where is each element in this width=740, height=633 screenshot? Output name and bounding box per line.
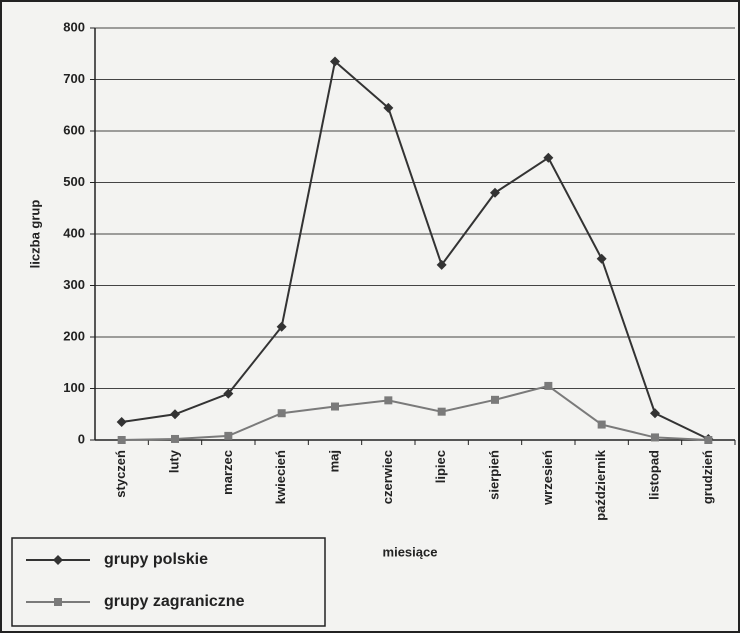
y-tick-label: 100 xyxy=(63,380,85,395)
point xyxy=(116,416,127,427)
y-tick-label: 600 xyxy=(63,122,85,137)
point xyxy=(276,321,287,332)
y-tick-label: 200 xyxy=(63,328,85,343)
point xyxy=(330,56,340,67)
series-line xyxy=(121,59,709,440)
point xyxy=(170,409,180,420)
point xyxy=(437,407,446,416)
x-tick-label: marzec xyxy=(220,450,235,495)
x-tick-label: sierpień xyxy=(486,450,501,500)
x-tick-label: styczeń xyxy=(113,450,128,498)
y-tick-label: 800 xyxy=(63,19,85,34)
point xyxy=(544,381,553,390)
x-tick-label: październik xyxy=(593,449,608,521)
x-tick-label: luty xyxy=(166,449,181,473)
series-line xyxy=(121,384,709,441)
point xyxy=(277,409,286,418)
x-axis-title: miesiące xyxy=(383,544,438,559)
x-tick-label: listopad xyxy=(646,450,661,500)
point xyxy=(436,259,447,270)
y-axis-title: liczba grup xyxy=(27,200,42,269)
point xyxy=(491,395,499,404)
y-tick-label: 700 xyxy=(63,71,85,86)
y-tick-label: 400 xyxy=(63,225,85,240)
x-tick-label: wrzesień xyxy=(540,450,555,506)
legend-label: grupy polskie xyxy=(104,551,208,568)
x-tick-label: grudzień xyxy=(700,450,715,504)
x-tick-label: kwiecień xyxy=(273,450,288,504)
point xyxy=(383,102,394,113)
point xyxy=(596,253,607,264)
x-tick-label: maj xyxy=(326,450,341,472)
point xyxy=(543,152,554,163)
point xyxy=(704,436,713,444)
y-tick-label: 300 xyxy=(63,277,85,292)
y-tick-label: 0 xyxy=(78,431,85,446)
legend-marker xyxy=(53,555,63,565)
point xyxy=(331,402,339,411)
point xyxy=(651,433,659,442)
legend-box xyxy=(11,537,326,627)
point xyxy=(223,388,234,399)
point xyxy=(490,187,500,198)
point xyxy=(650,408,660,419)
point xyxy=(171,434,179,443)
x-tick-label: lipiec xyxy=(433,450,448,483)
point xyxy=(117,436,126,444)
y-tick-label: 500 xyxy=(63,174,85,189)
legend-label: grupy zagraniczne xyxy=(104,593,245,610)
legend-marker xyxy=(54,598,62,606)
point xyxy=(597,420,606,429)
point xyxy=(384,396,393,405)
x-tick-label: czerwiec xyxy=(380,450,395,504)
point xyxy=(224,431,233,440)
